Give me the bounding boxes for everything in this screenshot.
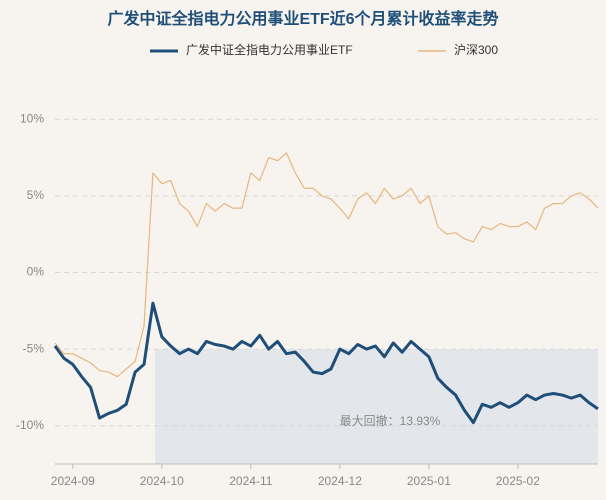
y-tick-label: 10% xyxy=(20,111,44,125)
x-tick-label: 2025-02 xyxy=(496,474,540,488)
series-line xyxy=(53,301,599,425)
series-line xyxy=(54,152,599,378)
legend-label: 沪深300 xyxy=(454,43,498,57)
x-tick-label: 2024-12 xyxy=(318,474,362,488)
legend: 广发中证全指电力公用事业ETF 沪深300 xyxy=(150,42,498,57)
x-tick-label: 2024-11 xyxy=(229,474,272,488)
y-tick-label: -10% xyxy=(16,418,44,432)
drawdown-area xyxy=(155,349,598,464)
y-tick-label: -5% xyxy=(23,341,45,355)
x-tick-label: 2024-10 xyxy=(140,474,184,488)
legend-label: 广发中证全指电力公用事业ETF xyxy=(186,42,353,57)
x-tick-label: 2025-01 xyxy=(407,474,451,488)
y-tick-label: 0% xyxy=(27,265,45,279)
x-tick-label: 2024-09 xyxy=(51,474,95,488)
y-tick-label: 5% xyxy=(27,188,45,202)
annotation: 最大回撤：13.93% xyxy=(340,413,441,428)
chart-title: 广发中证全指电力公用事业ETF近6个月累计收益率走势 xyxy=(107,9,498,28)
